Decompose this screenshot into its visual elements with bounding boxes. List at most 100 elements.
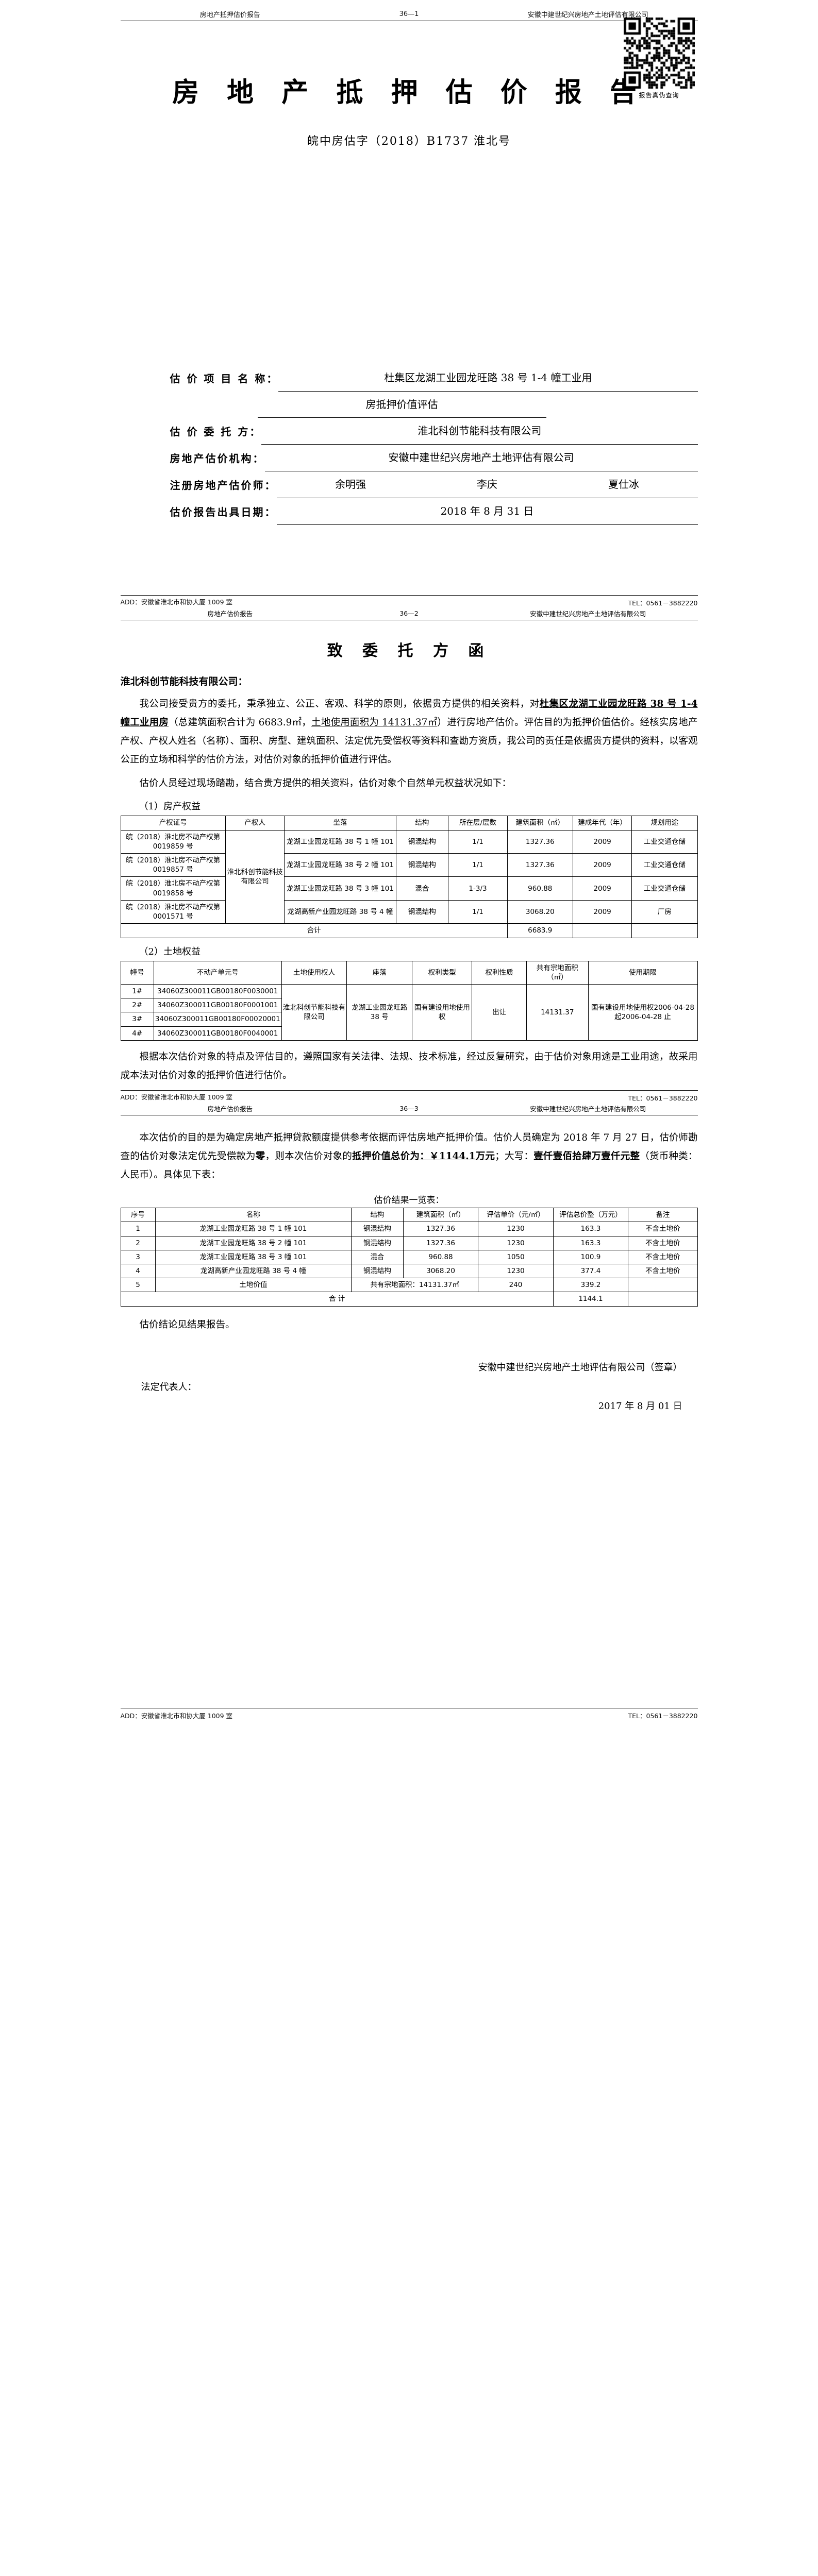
cell-cert-no: 皖（2018）淮北房不动产权第 0019857 号: [120, 853, 226, 877]
cover-label-date: 估价报告出具日期：: [170, 506, 277, 518]
cell-name: 龙湖工业园龙旺路 38 号 3 幢 101: [155, 1249, 352, 1265]
cover-field-date: 估价报告出具日期： 2018 年 8 月 31 日: [170, 498, 698, 525]
running-footer-3: ADD：安徽省淮北市和协大厦 1009 室 TEL：0561－3882220: [120, 1708, 698, 1720]
footer-company-2: 安徽中建世纪兴房地产土地评估有限公司: [530, 1105, 646, 1113]
cell-floor-area: 1327.36: [403, 1235, 479, 1250]
cell-land-area: 共有宗地面积：14131.37㎡: [351, 1278, 479, 1293]
p4-part-4: ；大写：: [495, 1151, 534, 1162]
p4-value-in-words: 壹仟壹佰拾肆万壹仟元整: [533, 1151, 640, 1162]
table-total-row: 合计 6683.9: [120, 923, 698, 938]
cell-building-no: 4#: [120, 1026, 154, 1041]
cover-value-client: 淮北科创节能科技有限公司: [261, 418, 698, 445]
cell-cert-no: 皖（2018）淮北房不动产权第 0019858 号: [120, 876, 226, 901]
th-use: 规划用途: [631, 816, 698, 831]
p4-mortgage-value: 抵押价值总价为：￥1144.1万元: [352, 1151, 495, 1162]
cell-use: 工业交通仓储: [631, 853, 698, 877]
th-land-owner: 土地使用权人: [281, 960, 347, 985]
th-owner: 产权人: [225, 816, 285, 831]
cell-shared-area: 14131.37: [526, 984, 589, 1041]
th-structure: 结构: [351, 1208, 404, 1223]
table-total-row: 合 计 1144.1: [120, 1292, 698, 1307]
th-cert-no: 产权证号: [120, 816, 226, 831]
cover-info-list: 估 价 项 目 名 称： 杜集区龙湖工业园龙旺路 38 号 1-4 幢工业用 房…: [121, 365, 698, 525]
table-row: 皖（2018）淮北房不动产权第 0019858 号 龙湖工业园龙旺路 38 号 …: [120, 876, 698, 901]
th-unit-no: 不动产单元号: [153, 960, 282, 985]
appraiser-2: 李庆: [477, 478, 497, 490]
footer-right-3: TEL：0561－3882220: [628, 1712, 698, 1720]
table1-caption: （1）房产权益: [139, 801, 201, 812]
footer-address: ADD：安徽省淮北市和协大厦 1009 室: [120, 598, 233, 606]
signature-company: 安徽中建世纪兴房地产土地评估有限公司（签章）: [478, 1362, 682, 1373]
cell-floor-area: 3068.20: [403, 1263, 479, 1279]
cell-term: 国有建设用地使用权2006-04-28 起2006-04-28 止: [588, 984, 698, 1041]
p1-part-3: （总建筑面积合计为 6683.9㎡，: [169, 717, 312, 728]
th-index: 序号: [120, 1208, 156, 1223]
result-table-caption: 估价结果一览表：: [374, 1195, 444, 1206]
cell-total-value: 1144.1: [553, 1292, 629, 1307]
cell-building-no: 1#: [120, 984, 154, 999]
cell-location: 龙湖工业园龙旺路 38 号 3 幢 101: [284, 876, 396, 901]
signature-legal-rep: 法定代表人：: [141, 1381, 197, 1393]
cell-index: 4: [120, 1263, 156, 1279]
table-row: 皖（2018）淮北房不动产权第 0019857 号 龙湖工业园龙旺路 38 号 …: [120, 853, 698, 877]
cell-total-label: 合计: [120, 923, 508, 938]
table-header-row: 产权证号 产权人 坐落 结构 所在层/层数 建筑面积（㎡） 建成年代（年） 规划…: [120, 816, 698, 831]
cell-location: 龙湖高新产业园龙旺路 38 号 4 幢: [284, 900, 396, 924]
cell-unit-no: 34060Z300011GB00180F00020001: [153, 1012, 282, 1027]
p1-land-area: 土地使用面积为 14131.37㎡: [311, 717, 438, 728]
cell-remark: 不含土地价: [628, 1235, 698, 1250]
cell-year: 2009: [572, 829, 632, 854]
cell-total-price: 163.3: [553, 1222, 629, 1236]
footer-bar-1: 房地产估价报告 36—2 安徽中建世纪兴房地产土地评估有限公司: [120, 608, 698, 620]
p4-prior-claim: 零: [255, 1151, 265, 1162]
th-name: 名称: [155, 1208, 352, 1223]
cell-remark: [628, 1278, 698, 1293]
p4-part-2: ，则本次估价对象的: [265, 1151, 353, 1162]
footer-doc-name: 房地产估价报告: [207, 610, 253, 618]
p1-part-6: 产权、产权人姓名（名称）、面积、房型、建筑面积、法定优先受偿权等资料和查勘方资质…: [120, 736, 698, 766]
footer-tel-2: TEL：0561－3882220: [628, 1094, 698, 1102]
footer-tel: TEL：0561－3882220: [628, 599, 698, 607]
table-row: 1 龙湖工业园龙旺路 38 号 1 幢 101 钢混结构 1327.36 123…: [120, 1222, 698, 1236]
cell-total-label: 合 计: [120, 1292, 554, 1307]
cell-cert-no: 皖（2018）淮北房不动产权第 0001571 号: [120, 900, 226, 924]
cell-structure: 钢混结构: [351, 1222, 404, 1236]
th-area: 建筑面积（㎡）: [507, 816, 573, 831]
cover-value-appraisers: 余明强 李庆 夏仕冰: [276, 471, 698, 498]
cell-total-price: 377.4: [553, 1263, 629, 1279]
appraiser-3: 夏仕冰: [608, 478, 639, 490]
cell-area: 960.88: [507, 876, 573, 901]
cell-total-price: 339.2: [553, 1278, 629, 1293]
document-number: 皖中房估字（2018）B1737 淮北号: [307, 135, 511, 148]
running-footer-2: ADD：安徽省淮北市和协大厦 1009 室 TEL：0561－3882220: [120, 1090, 698, 1103]
cell-structure: 混合: [351, 1249, 404, 1265]
cell-year: 2009: [572, 876, 632, 901]
cell-total-price: 163.3: [553, 1235, 629, 1250]
footer-page-number-2: 36—3: [399, 1104, 419, 1112]
letter-paragraph-3: 根据本次估价对象的特点及评估目的，遵照国家有关法律、法规、技术标准，经过反复研究…: [120, 1051, 698, 1081]
footer-left-2: ADD：安徽省淮北市和协大厦 1009 室: [121, 1093, 386, 1103]
cell-building-no: 3#: [120, 1012, 154, 1027]
cell-name: 龙湖工业园龙旺路 38 号 2 幢 101: [155, 1235, 352, 1250]
th-unit-price: 评估单价（元/㎡）: [478, 1208, 554, 1223]
cell-structure: 钢混结构: [395, 829, 449, 854]
table-row: 2 龙湖工业园龙旺路 38 号 2 幢 101 钢混结构 1327.36 123…: [120, 1235, 698, 1250]
cell-remark: 不含土地价: [628, 1249, 698, 1265]
th-year: 建成年代（年）: [572, 816, 632, 831]
cell-name: 土地价值: [155, 1278, 352, 1293]
table-row: 2# 34060Z300011GB00180F0001001: [120, 998, 697, 1013]
p1-part-1: 关资料，对: [490, 699, 540, 709]
cover-value-date: 2018 年 8 月 31 日: [276, 498, 698, 525]
cover-value-project: 杜集区龙湖工业园龙旺路 38 号 1-4 幢工业用: [278, 365, 698, 392]
cell-index: 2: [120, 1235, 156, 1250]
p4-part-6: （货币种类：人民币）。具体见下表：: [120, 1151, 698, 1181]
cell-floor: 1/1: [448, 829, 508, 854]
cover-value-agency: 安徽中建世纪兴房地产土地评估有限公司: [264, 445, 698, 471]
cover-label-appraisers: 注册房地产估价师：: [170, 479, 277, 492]
signature-date: 2017 年 8 月 01 日: [598, 1401, 682, 1412]
cell-structure: 钢混结构: [395, 853, 449, 877]
cover-label-project: 估 价 项 目 名 称：: [170, 372, 279, 385]
cover-field-agency: 房地产估价机构： 安徽中建世纪兴房地产土地评估有限公司: [170, 445, 698, 471]
table-row: 皖（2018）淮北房不动产权第 0019859 号 淮北科创节能科技有限公司 龙…: [120, 829, 698, 924]
